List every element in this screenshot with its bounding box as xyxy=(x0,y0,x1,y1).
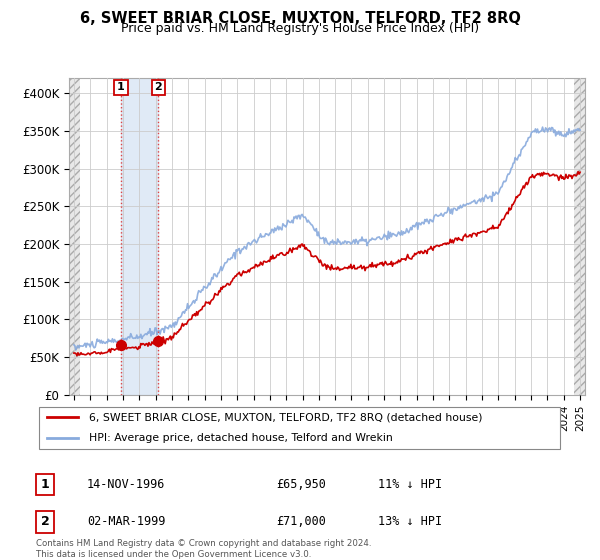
Text: 1: 1 xyxy=(41,478,49,491)
Text: Contains HM Land Registry data © Crown copyright and database right 2024.
This d: Contains HM Land Registry data © Crown c… xyxy=(36,539,371,559)
Text: 6, SWEET BRIAR CLOSE, MUXTON, TELFORD, TF2 8RQ (detached house): 6, SWEET BRIAR CLOSE, MUXTON, TELFORD, T… xyxy=(89,412,482,422)
Text: HPI: Average price, detached house, Telford and Wrekin: HPI: Average price, detached house, Telf… xyxy=(89,433,392,444)
Text: 13% ↓ HPI: 13% ↓ HPI xyxy=(378,515,442,529)
Text: 02-MAR-1999: 02-MAR-1999 xyxy=(87,515,166,529)
Text: £71,000: £71,000 xyxy=(276,515,326,529)
Text: Price paid vs. HM Land Registry's House Price Index (HPI): Price paid vs. HM Land Registry's House … xyxy=(121,22,479,35)
Text: 14-NOV-1996: 14-NOV-1996 xyxy=(87,478,166,491)
FancyBboxPatch shape xyxy=(38,407,560,449)
Bar xyxy=(121,78,158,395)
Text: 2: 2 xyxy=(154,82,162,92)
Text: 11% ↓ HPI: 11% ↓ HPI xyxy=(378,478,442,491)
Bar xyxy=(66,78,80,395)
Text: £65,950: £65,950 xyxy=(276,478,326,491)
Bar xyxy=(574,78,588,395)
Text: 2: 2 xyxy=(41,515,49,529)
Bar xyxy=(66,78,80,395)
Text: 6, SWEET BRIAR CLOSE, MUXTON, TELFORD, TF2 8RQ: 6, SWEET BRIAR CLOSE, MUXTON, TELFORD, T… xyxy=(80,11,520,26)
Bar xyxy=(574,78,588,395)
Text: 1: 1 xyxy=(117,82,125,92)
